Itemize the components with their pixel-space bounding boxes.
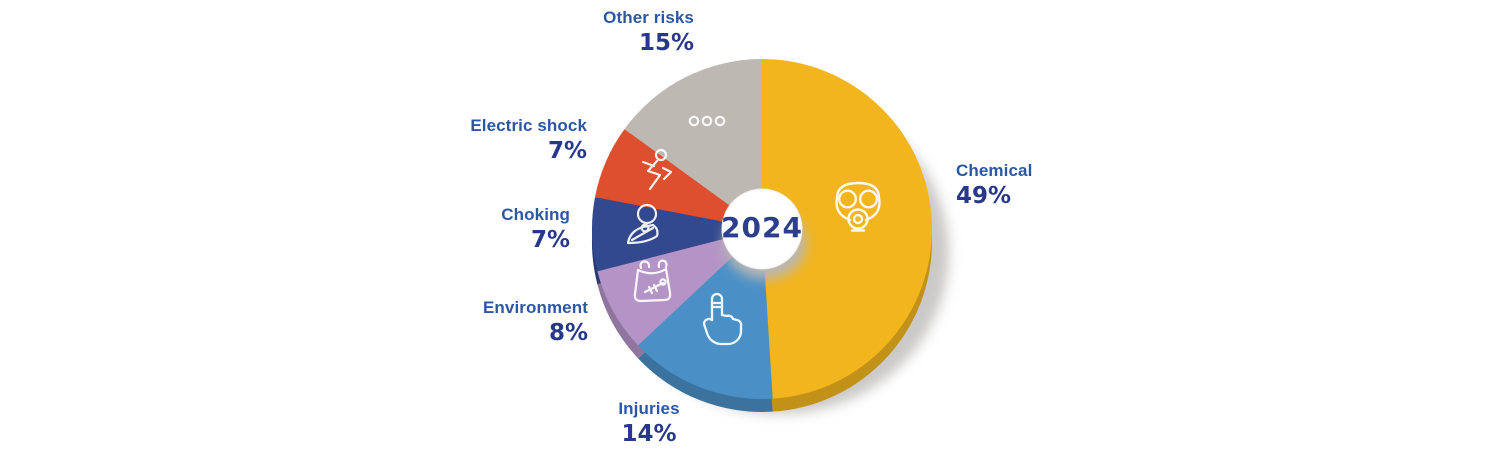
gas-mask-icon — [835, 181, 881, 232]
slice-icons — [626, 115, 881, 346]
pie-slice-environment — [597, 229, 762, 346]
label-choking-pct: 7% — [530, 226, 570, 253]
pie-slice-choking — [591, 197, 762, 272]
pie-slice-injuries — [638, 229, 773, 399]
label-choking-name: Choking — [501, 205, 570, 224]
pie-slice-other-risks — [624, 59, 762, 229]
center-circle — [721, 188, 806, 279]
label-chemical: Chemical 49% — [956, 161, 1032, 209]
label-other-risks: Other risks 15% — [603, 8, 694, 56]
label-injuries-name: Injuries — [618, 399, 680, 418]
label-environment-pct: 8% — [548, 319, 588, 346]
pie-slice-electric-shock — [595, 129, 762, 229]
label-environment-name: Environment — [482, 298, 588, 317]
label-other-risks-pct: 15% — [638, 29, 694, 56]
label-other-risks-name: Other risks — [603, 8, 694, 27]
bandaged-finger-hand-icon — [702, 292, 743, 346]
label-injuries-pct: 14% — [621, 420, 677, 447]
label-chemical-name: Chemical — [956, 161, 1033, 180]
three-dots-icon — [688, 115, 726, 127]
label-electric-shock-pct: 7% — [547, 137, 587, 164]
label-choking: Choking 7% — [501, 205, 570, 253]
pie-slice-layer — [591, 59, 932, 399]
choking-person-icon — [626, 203, 659, 245]
center-year-label: 2024 — [721, 211, 803, 244]
electrocuted-person-icon — [641, 148, 673, 191]
plastic-bag-fish-icon — [633, 259, 672, 303]
pie-slice-chemical — [762, 59, 932, 399]
label-electric-shock: Electric shock 7% — [470, 116, 587, 164]
label-environment: Environment 8% — [483, 298, 588, 346]
label-electric-shock-name: Electric shock — [470, 116, 587, 135]
label-injuries: Injuries 14% — [596, 399, 702, 447]
label-chemical-pct: 49% — [956, 182, 1012, 209]
